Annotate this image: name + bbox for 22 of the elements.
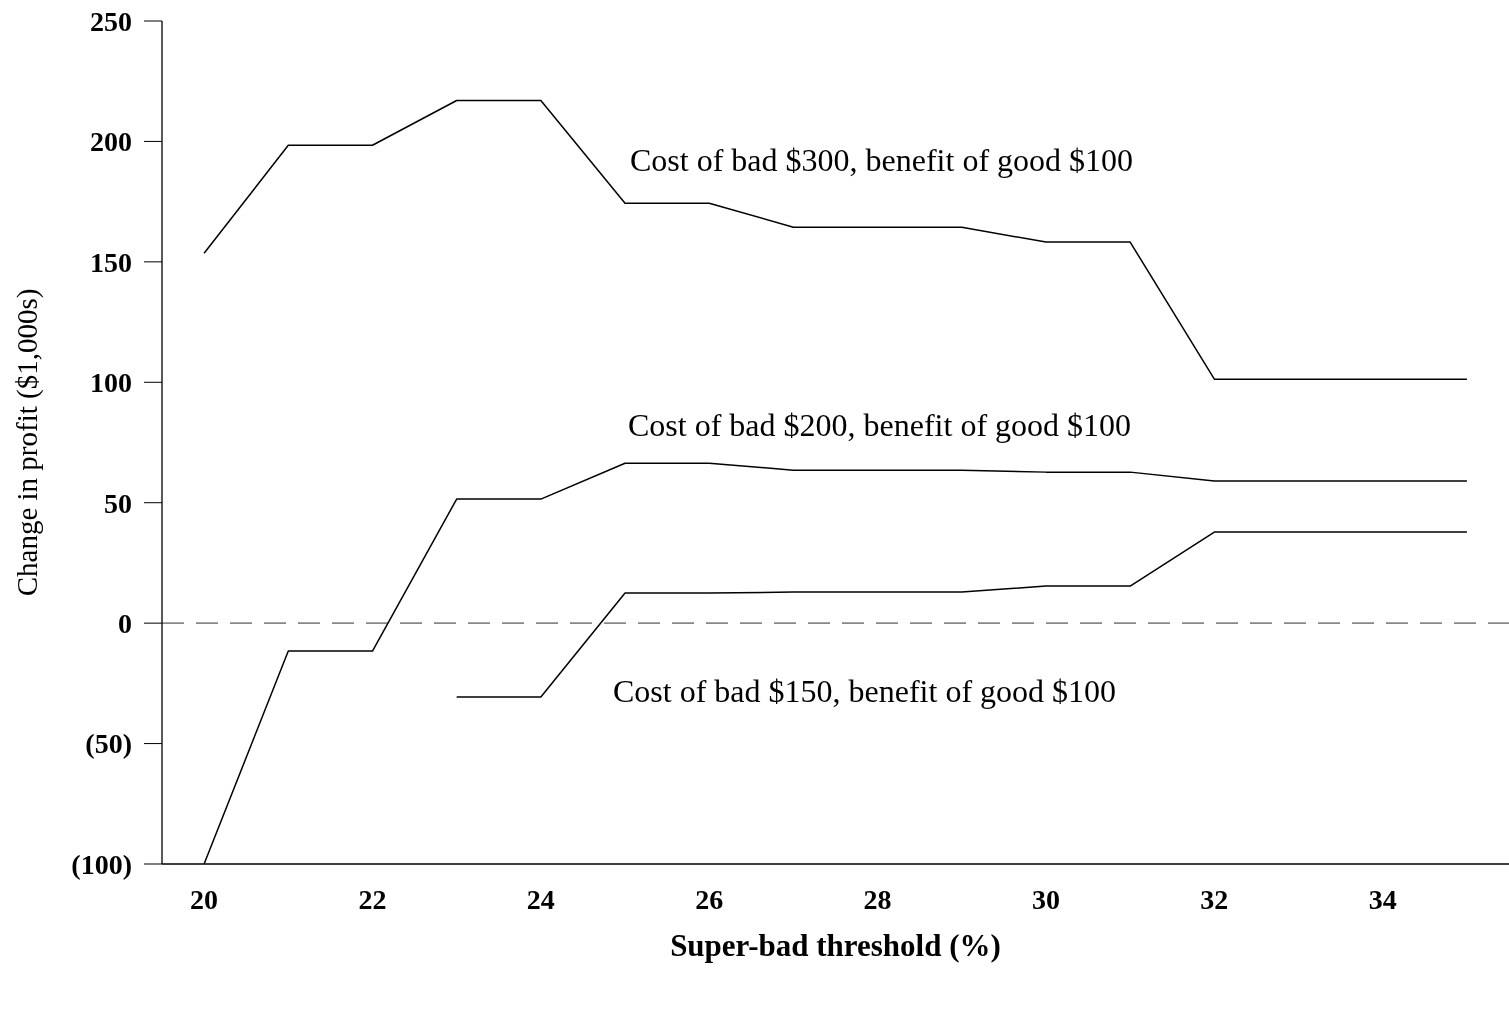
x-tick-label: 24 (526, 884, 555, 915)
x-axis-title: Super-bad threshold (%) (670, 928, 1001, 963)
annotation: Cost of bad $300, benefit of good $100 (630, 142, 1134, 179)
x-tick-label: 30 (1031, 884, 1060, 915)
x-tick-label: 22 (358, 884, 387, 915)
y-tick-label: 200 (90, 126, 132, 158)
y-tick-label: (50) (85, 728, 132, 760)
x-tick-label: 34 (1368, 884, 1397, 915)
x-tick-label: 20 (190, 884, 219, 915)
annotation: Cost of bad $200, benefit of good $100 (628, 407, 1132, 444)
x-tick-label: 28 (863, 884, 892, 915)
line-series (203, 99, 1468, 380)
y-tick-label: 250 (90, 5, 132, 37)
y-axis-title: Change in profit ($1,000s) (11, 288, 44, 597)
y-tick-label: (100) (71, 848, 132, 880)
y-tick-label: 150 (90, 246, 132, 278)
x-tick-label: 26 (695, 884, 724, 915)
x-tick-label: 32 (1200, 884, 1229, 915)
y-tick-label: 0 (118, 607, 132, 639)
annotation: Cost of bad $150, benefit of good $100 (613, 673, 1117, 710)
y-tick-label: 50 (104, 487, 132, 519)
y-tick-label: 100 (90, 367, 132, 399)
